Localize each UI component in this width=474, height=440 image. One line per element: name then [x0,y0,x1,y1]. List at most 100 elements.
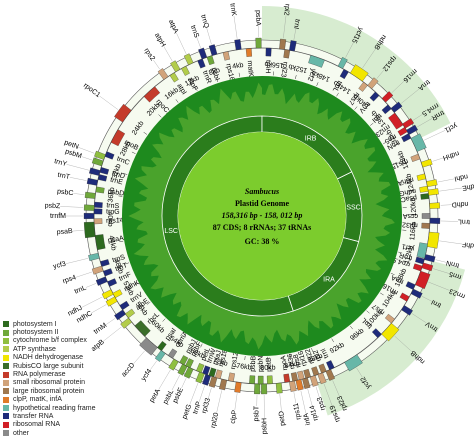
kb-tick [134,283,139,286]
gene-block-matk [245,48,252,57]
gene-block-trnl [371,328,382,339]
kb-tick [316,82,319,87]
gene-leader-line [300,390,306,414]
gene-block-trnfm [83,213,95,219]
kb-tick [221,351,224,356]
gene-label-trns: trnS [112,254,127,264]
kb-tick [175,99,179,103]
gene-block-atpa [183,53,194,66]
gene-label-trny: trnY [53,158,68,168]
kb-tick [354,106,358,110]
legend-swatch [3,329,9,336]
kb-tick [399,184,404,186]
gene-leader-line [81,296,103,308]
gene-block-trnf [107,278,117,287]
gene-leader-line [103,326,122,342]
gene-label-rpl16: rpl16 [298,350,309,367]
gene-label-trnt: trnT [114,262,129,273]
gene-label-rps18: rps18 [218,349,229,368]
legend-item: ribosomal RNA [3,421,113,429]
legend-item: RubisCO large subunit [3,362,113,370]
gene-label-rpl2: rpl2 [282,3,290,16]
gene-label-trnl: trnL [74,285,88,296]
gene-label-trng: trnG [106,209,120,216]
gene-block-trns [100,259,110,267]
gene-label-trni: trnI [370,112,382,124]
gene-block-rpl2 [318,363,327,374]
gene-block-trnw [202,365,211,376]
legend-swatch [3,396,9,403]
gene-block-rps8 [297,370,305,381]
legend-label: ribosomal RNA [13,421,61,429]
gene-block-rps7 [358,81,368,92]
gene-block-trnc [104,151,115,160]
gene-label-trnf: trnF [118,271,132,282]
gene-leader-line [171,374,180,391]
gene-label-trns: trnS [189,24,200,39]
kb-tick [331,338,334,343]
gene-label-psbn: psbN [258,356,265,372]
kb-tick [390,272,395,276]
kb-label: 120kb [410,197,418,217]
kb-label: 32kb [111,163,122,180]
gene-block-ndhf [427,231,440,249]
legend-label: RNA polymerase [13,371,66,379]
gene-label-rps16: rps16 [224,63,235,82]
kb-label: 40kb [106,211,113,226]
kb-tick [131,151,136,154]
kb-label: 36kb [107,187,116,203]
kb-tick [146,301,151,305]
gene-leader-line [196,37,201,48]
gene-block-rpoc2 [143,86,161,103]
gene-leader-line [199,385,205,402]
gene-leader-line [150,360,157,370]
gene-label-trnp: trnP [192,400,203,415]
legend-item: NADH dehydrogenase [3,354,113,362]
gene-block-rps14 [93,218,103,225]
kb-label: 8kb [208,67,221,77]
gene-label-trni: trnI [320,347,331,359]
gene-block-trns [94,201,103,208]
gene-label-rps8: rps8 [293,353,303,368]
legend-label: cytochrome b/f complex [13,337,87,345]
legend-swatch [3,430,9,437]
gene-leader-line [60,206,84,208]
gene-leader-line [99,95,119,110]
gene-block-psac [420,193,430,200]
gene-label-trnw: trnW [206,347,218,364]
gene-block-rps18 [215,369,223,379]
gene-labels: psbA matK trnK rps16 trnQ psbI trnS trnR atpAatp… [45,3,474,435]
gene-label-rpl22: rpl22 [304,348,316,365]
gene-label-atph: atpH [153,32,166,48]
gene-label-trnr: trnR [399,251,414,261]
gene-leader-line [233,15,238,39]
gene-block-psbn [257,375,264,385]
gene-label-trnq: trnQ [199,14,210,30]
gene-leader-line [293,392,296,403]
gene-leader-line [437,178,455,183]
legend-label: small ribosomal protein [13,379,85,387]
gene-block-trnt [103,268,113,277]
kb-tick [238,72,240,77]
gene-label-rpl14: rpl14 [309,404,320,421]
legend-item: clpP, matK, infA [3,396,113,404]
gene-block-trnl [339,69,349,80]
legend-swatch [3,321,9,328]
gene-label-petl: petL [200,347,212,362]
gene-label-trnk: trnK [228,3,237,17]
gene-leader-line [413,114,423,121]
kb-tick [380,292,384,296]
gene-block-atpi [169,72,179,83]
gene-label-psbz: psbZ [45,202,62,210]
gene-block-psbj [179,355,189,366]
region-label-lsc: LSC [164,228,178,235]
gene-label-ycf3: ycf3 [52,261,66,271]
region-label-ssc: SSC [346,204,360,211]
gene-block-trnv [119,300,130,311]
kb-tick [158,114,162,118]
gene-leader-line [208,387,212,399]
gene-block-rpoc1 [114,103,132,123]
center-text: Sambucus Plastid Genome 158,316 bp - 158… [213,187,311,246]
gene-label-rpoc1: rpoC1 [82,82,102,99]
gene-block-trnt [86,177,99,186]
